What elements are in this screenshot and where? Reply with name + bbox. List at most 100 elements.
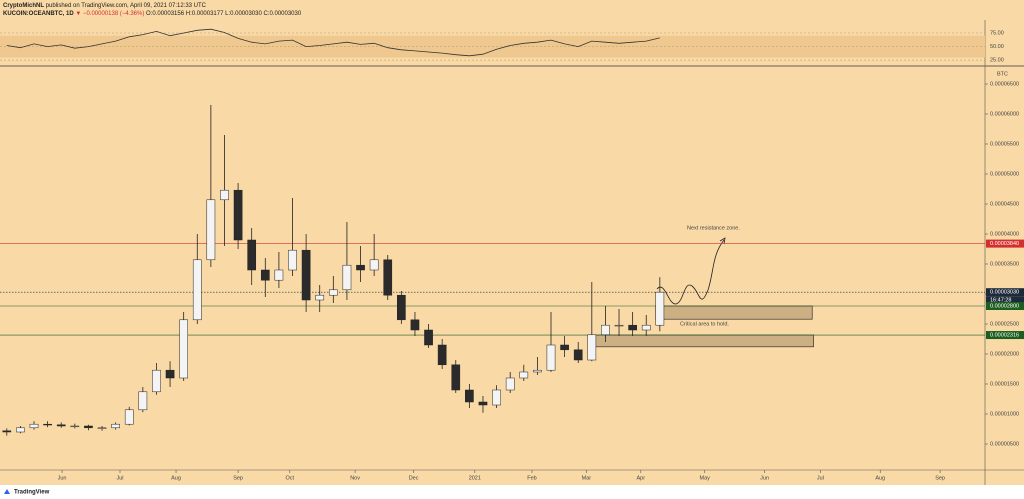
candle-body: [301, 249, 311, 301]
candle-body: [2, 430, 12, 433]
y-tick-label: 0.00005500: [990, 141, 1019, 147]
y-tick-label: 0.00002500: [990, 321, 1019, 327]
change: ▼ −0.00000138 (−4.36%): [75, 11, 144, 17]
candle-body: [505, 377, 515, 391]
candle-body: [165, 369, 175, 379]
zone: [655, 305, 813, 320]
candle-body: [560, 344, 569, 351]
x-tick-label: Aug: [171, 475, 181, 481]
candle-body: [192, 259, 202, 321]
candle-body: [410, 319, 420, 331]
candle-body: [29, 423, 39, 429]
candle-body: [519, 371, 529, 379]
level-tag: [986, 302, 1024, 310]
zone: [592, 334, 814, 348]
candle-body: [573, 349, 583, 361]
candle-body: [628, 324, 637, 331]
x-tick-label: Jul: [817, 475, 824, 481]
candle-body: [179, 319, 188, 379]
candle-body: [138, 391, 148, 411]
candle-body: [111, 423, 120, 429]
x-tick-label: Jul: [116, 475, 123, 481]
x-tick-label: Aug: [875, 475, 885, 481]
x-tick-label: Sep: [935, 475, 945, 481]
rsi-tick-label: 50.00: [990, 44, 1004, 50]
y-tick-label: 0.00006500: [990, 81, 1019, 87]
candle-body: [641, 324, 651, 331]
candle-body: [288, 249, 297, 271]
level-label: 0.00003840: [990, 241, 1019, 247]
y-tick-label: 0.00006000: [990, 111, 1019, 117]
y-tick-label: 0.00001500: [990, 381, 1019, 387]
x-tick-label: Nov: [350, 475, 360, 481]
candle-body: [16, 427, 25, 433]
candle-body: [383, 259, 393, 296]
x-tick-label: Jun: [58, 475, 67, 481]
candle-body: [587, 334, 597, 361]
candle-body: [437, 344, 447, 366]
annotation: Critical area to hold.: [680, 321, 729, 327]
level-tag: [986, 288, 1024, 297]
level-tag: [986, 331, 1024, 340]
candle-body: [533, 369, 542, 373]
x-tick-label: Dec: [409, 475, 419, 481]
close: C:0.00003030: [263, 11, 301, 17]
candle-body: [84, 425, 93, 429]
candle-body: [465, 389, 474, 403]
published: published on TradingView.com, April 09, …: [46, 3, 207, 9]
high: H:0.00003177: [186, 11, 224, 17]
x-tick-label: Jun: [760, 475, 769, 481]
candle-body: [70, 425, 80, 428]
x-tick-label: Apr: [637, 475, 646, 481]
countdown-tag: [986, 296, 1024, 305]
y-tick-label: 0.00002000: [990, 351, 1019, 357]
level-label: 0.00002316: [990, 332, 1019, 338]
candle-body: [451, 364, 461, 391]
candle-body: [397, 294, 406, 321]
unit-label: BTC: [997, 71, 1008, 77]
candle-body: [546, 344, 556, 371]
candle-body: [233, 189, 243, 241]
candle-body: [478, 401, 488, 406]
footer: [0, 485, 1024, 499]
logo-icon: [4, 489, 10, 494]
y-tick-label: 0.00003500: [990, 261, 1019, 267]
rsi-tick-label: 75.00: [990, 30, 1004, 36]
candle-body: [97, 427, 107, 429]
y-tick-label: 0.00004500: [990, 201, 1019, 207]
candle-body: [601, 324, 610, 336]
header-line1: CryptoMichNL published on TradingView.co…: [3, 3, 207, 9]
candle-body: [260, 269, 270, 281]
y-tick-label: 0.00000500: [990, 441, 1019, 447]
candle-body: [124, 409, 134, 425]
annotation: Next resistance zone.: [687, 225, 740, 231]
low: L:0.00003030: [225, 11, 262, 17]
header-line2: KUCOIN:OCEANBTC, 1D ▼ −0.00000138 (−4.36…: [3, 11, 302, 17]
candle-body: [614, 324, 624, 327]
candle-body: [315, 294, 325, 301]
x-tick-label: Mar: [582, 475, 592, 481]
y-tick-label: 0.00005000: [990, 171, 1019, 177]
projection-arrowhead: [719, 237, 726, 245]
x-tick-label: Oct: [286, 475, 295, 481]
candle-body: [274, 269, 284, 281]
countdown: 16:47:28: [990, 298, 1011, 304]
plot-layer: 0.00000500 0.00001000 0.00001500 0.00002000…: [0, 28, 1024, 481]
x-tick-label: Sep: [233, 475, 243, 481]
projection-path: [656, 239, 725, 305]
candle-body: [247, 239, 257, 271]
y-tick-label: 0.00001000: [990, 411, 1019, 417]
candle-body: [369, 259, 379, 271]
author: CryptoMichNL: [3, 3, 44, 9]
rsi-tick-label: 25.00: [990, 58, 1004, 64]
candle-body: [492, 389, 501, 406]
candle-body: [342, 264, 352, 291]
candle-body: [424, 329, 433, 346]
candle-body: [328, 289, 338, 296]
y-tick-label: 0.00004000: [990, 231, 1019, 237]
symbol: KUCOIN:OCEANBTC, 1D: [3, 11, 74, 17]
x-tick-label: 2021: [469, 475, 481, 481]
candle-body: [655, 291, 665, 326]
open: O:0.00003156: [146, 11, 185, 17]
